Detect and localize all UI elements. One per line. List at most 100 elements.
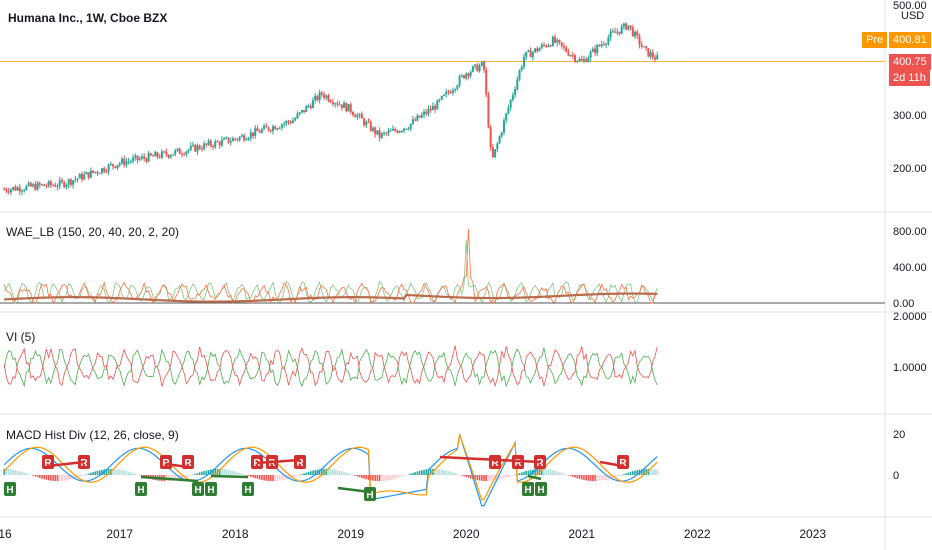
macd-hist-bar — [418, 470, 421, 475]
candle-body — [409, 123, 412, 130]
macd-hist-bar — [467, 475, 470, 478]
macd-hist-bar — [265, 475, 268, 481]
candle-body — [5, 189, 8, 192]
candle-body — [298, 112, 301, 114]
macd-hist-bar — [556, 471, 559, 475]
candle-body — [514, 89, 517, 95]
bullish-div-marker-label: H — [524, 485, 531, 496]
candle-body — [394, 128, 397, 131]
macd-hist-bar — [512, 475, 514, 476]
candle-body — [158, 156, 161, 158]
candle-body — [476, 64, 479, 72]
macd-label[interactable]: MACD Hist Div (12, 26, close, 9) — [6, 428, 179, 442]
macd-hist-bar — [225, 469, 228, 475]
macd-tick: 0 — [893, 470, 899, 482]
macd-hist-bar — [465, 475, 468, 478]
candle-body — [176, 148, 179, 151]
candle-body — [436, 100, 439, 110]
candle-body — [454, 89, 457, 91]
candle-body — [587, 57, 590, 62]
macd-hist-bar — [176, 475, 179, 480]
candle-body — [52, 184, 55, 186]
candle-body — [525, 51, 528, 57]
macd-hist-bar — [349, 474, 352, 475]
macd-hist-bar — [401, 475, 403, 477]
candle-body — [27, 182, 30, 186]
macd-hist-bar — [78, 475, 81, 477]
candle-body — [285, 120, 288, 124]
macd-hist-bar — [185, 475, 188, 478]
bearish-div-line — [165, 462, 189, 469]
macd-hist-bar — [585, 475, 587, 481]
macd-hist-bar — [223, 469, 225, 475]
candle-body — [85, 172, 88, 175]
bullish-div-marker-label: H — [366, 490, 373, 501]
macd-hist-bar — [405, 475, 408, 476]
candle-body — [345, 102, 348, 112]
bullish-div-marker-label: H — [194, 485, 201, 496]
time-axis-label: 2022 — [684, 527, 711, 541]
candle-body — [474, 64, 477, 67]
macd-hist-bar — [341, 471, 343, 475]
macd-hist-bar — [438, 469, 441, 475]
macd-hist-bar — [207, 469, 210, 475]
pre-tag: Pre — [862, 32, 888, 48]
macd-hist-bar — [361, 475, 363, 479]
bearish-div-marker — [294, 455, 306, 469]
macd-hist-bar — [52, 475, 54, 481]
macd-hist-bar — [61, 475, 63, 481]
candle-body — [63, 181, 66, 188]
macd-hist-bar — [12, 469, 14, 475]
macd-hist-bar — [198, 472, 201, 475]
macd-hist-bar — [34, 475, 37, 477]
candle-body — [443, 94, 446, 96]
candle-body — [223, 138, 226, 140]
macd-hist-bar — [234, 471, 237, 475]
macd-hist-bar — [656, 469, 659, 475]
macd-hist-bar — [416, 471, 419, 475]
macd-hist-bar — [32, 475, 34, 476]
macd-hist-bar — [643, 469, 645, 475]
candle-body — [427, 108, 430, 114]
candle-body — [627, 25, 630, 30]
macd-hist-bar — [367, 475, 370, 480]
candle-body — [300, 109, 303, 113]
bearish-div-marker-label: R — [619, 458, 627, 469]
wae-label[interactable]: WAE_LB (150, 20, 40, 20, 2, 20) — [6, 225, 179, 239]
macd-hist-bar — [558, 472, 561, 475]
candle-body — [611, 31, 614, 33]
macd-hist-bar — [10, 469, 12, 475]
macd-hist-bar — [118, 469, 121, 475]
candle-body — [103, 168, 106, 172]
bearish-div-marker-label: R — [184, 458, 192, 469]
candle-body — [376, 130, 379, 135]
macd-hist-bar — [549, 469, 552, 475]
candle-body — [562, 45, 565, 48]
candle-body — [529, 50, 532, 58]
macd-hist-bar — [36, 475, 39, 478]
candle-body — [220, 139, 223, 146]
candle-body — [403, 128, 406, 131]
candle-body — [25, 185, 28, 191]
macd-hist-bar — [629, 471, 632, 475]
candle-body — [549, 45, 552, 47]
macd-hist-bar — [625, 473, 627, 475]
candle-body — [338, 104, 341, 106]
candle-body — [576, 60, 579, 62]
currency-label: USD — [901, 10, 925, 22]
candle-body — [265, 125, 268, 128]
macd-hist-bar — [378, 475, 381, 482]
macd-hist-bar — [281, 475, 283, 481]
candle-body — [456, 85, 459, 90]
candle-body — [589, 51, 592, 58]
macd-hist-bar — [261, 475, 263, 480]
candle-body — [189, 145, 192, 150]
candle-body — [56, 186, 59, 188]
macd-hist-bar — [383, 475, 385, 481]
candle-body — [254, 128, 257, 136]
candle-body — [58, 180, 61, 187]
candle-body — [227, 137, 230, 143]
candle-body — [511, 94, 514, 100]
vi-label[interactable]: VI (5) — [6, 330, 36, 344]
